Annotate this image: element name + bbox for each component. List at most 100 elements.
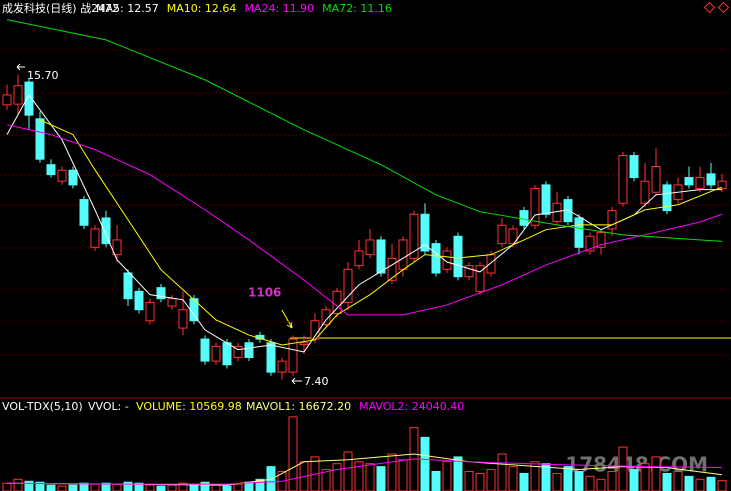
volume-bar (387, 453, 397, 491)
high-annotation: 15.70 (27, 69, 59, 82)
volume-bar (486, 469, 496, 491)
volume-bar (57, 485, 67, 491)
volume-bar (640, 463, 650, 491)
legend-entry: MA72: 11.16 (322, 2, 392, 15)
volume-bar (233, 483, 243, 491)
volume-bar (2, 482, 12, 491)
arrow (281, 309, 293, 329)
candle-body (585, 235, 595, 252)
volume-bar (200, 481, 210, 491)
volume-bar (222, 485, 232, 491)
volume-bar (508, 466, 518, 491)
ma-line (39, 119, 723, 346)
ma-line (6, 19, 723, 242)
volume-bar (585, 475, 595, 491)
volume-bar (552, 472, 562, 491)
candle-body (112, 239, 122, 256)
candle-body (464, 265, 474, 278)
volume-bar (134, 482, 144, 491)
ma-line (6, 124, 723, 316)
candle-body (497, 224, 507, 245)
candle-body (2, 94, 12, 106)
candle-body (717, 180, 727, 190)
legend-entry: MA10: 12.64 (167, 2, 237, 15)
chart-title: 成发科技(日线) 战2472 (2, 1, 119, 15)
candle-body (233, 345, 243, 358)
volume-bar (13, 478, 23, 491)
volume-bar (596, 478, 606, 491)
candle-body (508, 228, 518, 245)
volume-bar (145, 484, 155, 491)
volume-bar (354, 461, 364, 491)
candle-body (343, 268, 353, 303)
volume-bar (618, 446, 628, 491)
candle-body (387, 257, 397, 281)
candle-body (46, 164, 56, 176)
volume-bar (123, 481, 133, 491)
candle-body (101, 217, 111, 245)
volume-bar (343, 451, 353, 491)
volume-bar (90, 483, 100, 491)
candle-body (288, 338, 298, 373)
volume-bar (541, 463, 551, 491)
candle-body (167, 298, 177, 307)
candle-body (321, 309, 331, 325)
volume-bar (684, 475, 694, 491)
candle-body (541, 184, 551, 215)
volume-bar (24, 480, 34, 491)
window-icon[interactable] (717, 1, 730, 14)
candle-body (156, 287, 166, 300)
volume-bar (156, 485, 166, 491)
candle-body (123, 272, 133, 300)
volume-subtitle: VVOL: - (88, 400, 129, 413)
candle-body (530, 188, 540, 226)
candle-body (222, 342, 232, 366)
volume-bar (530, 461, 540, 491)
volume-bar (112, 483, 122, 491)
arrow (16, 63, 25, 71)
candle-body (266, 342, 276, 373)
ma-line (6, 94, 722, 353)
candle-body (574, 217, 584, 248)
candle-body (651, 166, 661, 193)
candle-body (13, 85, 23, 105)
candle-body (35, 118, 45, 160)
volume-bar (464, 471, 474, 491)
candle-body (519, 210, 529, 226)
candle-body (24, 81, 34, 116)
volume-bar (420, 436, 430, 491)
volume-label: VOLUME: 10569.98 (136, 400, 242, 413)
ma-line (6, 458, 723, 485)
volume-bar (695, 478, 705, 491)
candle-body (398, 239, 408, 270)
legend-entry: MA24: 11.90 (244, 2, 314, 15)
volume-bar (167, 484, 177, 491)
volume-bar (673, 471, 683, 491)
volume-bar (46, 484, 56, 491)
volume-bar (178, 482, 188, 491)
legend-entry: MAVOL2: 24040.40 (359, 400, 464, 413)
volume-bar (453, 456, 463, 491)
volume-bar (332, 463, 342, 491)
candle-body (200, 338, 210, 362)
candle-body (684, 177, 694, 186)
candle-body (607, 210, 617, 230)
volume-bar (68, 484, 78, 491)
candle-body (640, 180, 650, 204)
volume-title: VOL-TDX(5,10) (2, 400, 83, 413)
candle-body (211, 345, 221, 362)
volume-bar (376, 466, 386, 491)
volume-bar (629, 469, 639, 491)
candle-body (662, 184, 672, 212)
volume-bar (497, 453, 507, 491)
candle-body (145, 301, 155, 322)
candle-body (618, 155, 628, 204)
candle-body (365, 239, 375, 256)
volume-bar (442, 461, 452, 491)
candle-body (475, 265, 485, 292)
window-icon[interactable] (703, 1, 716, 14)
candle-body (299, 342, 309, 346)
candle-body (695, 177, 705, 190)
